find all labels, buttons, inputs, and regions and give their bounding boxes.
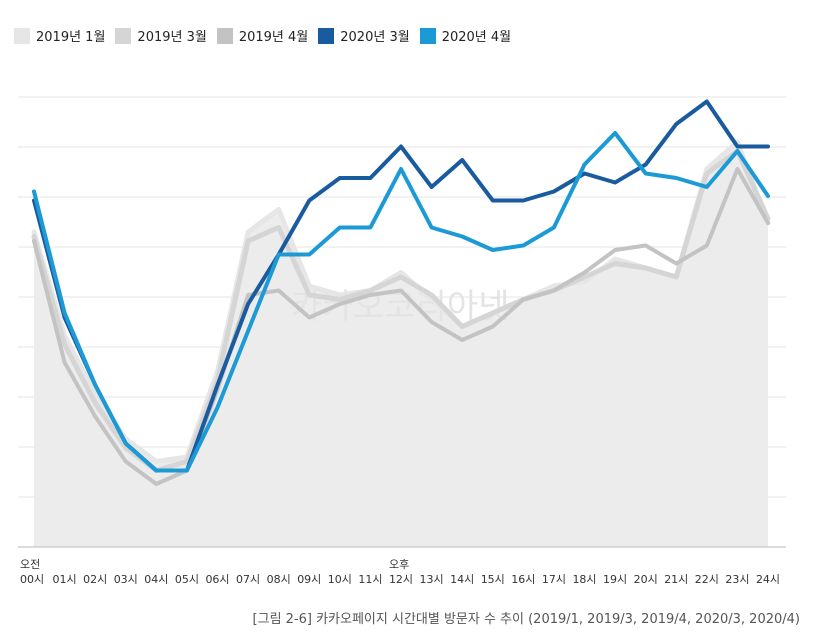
x-tick-label: 11시 [358, 573, 382, 586]
legend-label: 2019년 3월 [137, 30, 207, 45]
x-tick-label: 10시 [328, 573, 352, 586]
x-tick-label: 19시 [603, 573, 627, 586]
x-tick-label: 12시 [389, 573, 413, 586]
area-fill-2019-1 [34, 142, 768, 547]
legend-item: 2019년 1월 [14, 26, 105, 45]
legend-item: 2019년 3월 [115, 26, 207, 45]
x-tick-label: 01시 [53, 573, 77, 586]
legend-item: 2019년 4월 [216, 26, 309, 45]
x-tick-label: 24시 [756, 573, 780, 586]
legend-item: 2020년 3월 [318, 26, 410, 45]
x-tick-label: 02시 [83, 573, 107, 586]
legend-swatch [318, 27, 335, 44]
x-tick-label: 23시 [725, 573, 749, 586]
figure-caption: [그림 2-6] 카카오페이지 시간대별 방문자 수 추이 (2019/1, 2… [252, 612, 800, 627]
legend-swatch [216, 27, 233, 44]
x-tick-label: 15시 [481, 573, 505, 586]
x-tick-label: 21시 [664, 573, 688, 586]
x-tick-label: 17시 [542, 573, 566, 586]
legend-item: 2020년 4월 [419, 26, 512, 45]
x-tick-label: 06시 [205, 573, 229, 586]
legend-swatch [115, 27, 132, 44]
am-label: 오전 [20, 558, 40, 571]
legend-swatch [14, 27, 30, 44]
x-tick-label: 07시 [236, 573, 260, 586]
legend-label: 2019년 1월 [36, 30, 106, 45]
x-tick-label: 00시 [20, 573, 44, 586]
x-tick-label: 20시 [634, 573, 658, 586]
legend-label: 2019년 4월 [238, 30, 309, 45]
legend: 2019년 1월 2019년 3월 2019년 4월 2020년 3월 2020년 4월 [14, 26, 521, 45]
legend-swatch [419, 27, 436, 44]
x-tick-label: 08시 [267, 573, 291, 586]
legend-label: 2020년 3월 [340, 30, 410, 45]
series-line [32, 131, 770, 473]
x-tick-label: 03시 [114, 573, 138, 586]
x-tick-label: 13시 [420, 573, 444, 586]
x-tick-label: 14시 [450, 573, 474, 586]
x-tick-label: 16시 [511, 573, 535, 586]
x-tick-label: 04시 [144, 573, 168, 586]
legend-label: 2020년 4월 [441, 30, 512, 45]
x-tick-label: 18시 [572, 573, 596, 586]
x-tick-label: 05시 [175, 573, 199, 586]
x-tick-label: 09시 [297, 573, 321, 586]
pm-label: 오후 [389, 558, 409, 571]
x-tick-label: 22시 [695, 573, 719, 586]
series-line [32, 167, 770, 486]
